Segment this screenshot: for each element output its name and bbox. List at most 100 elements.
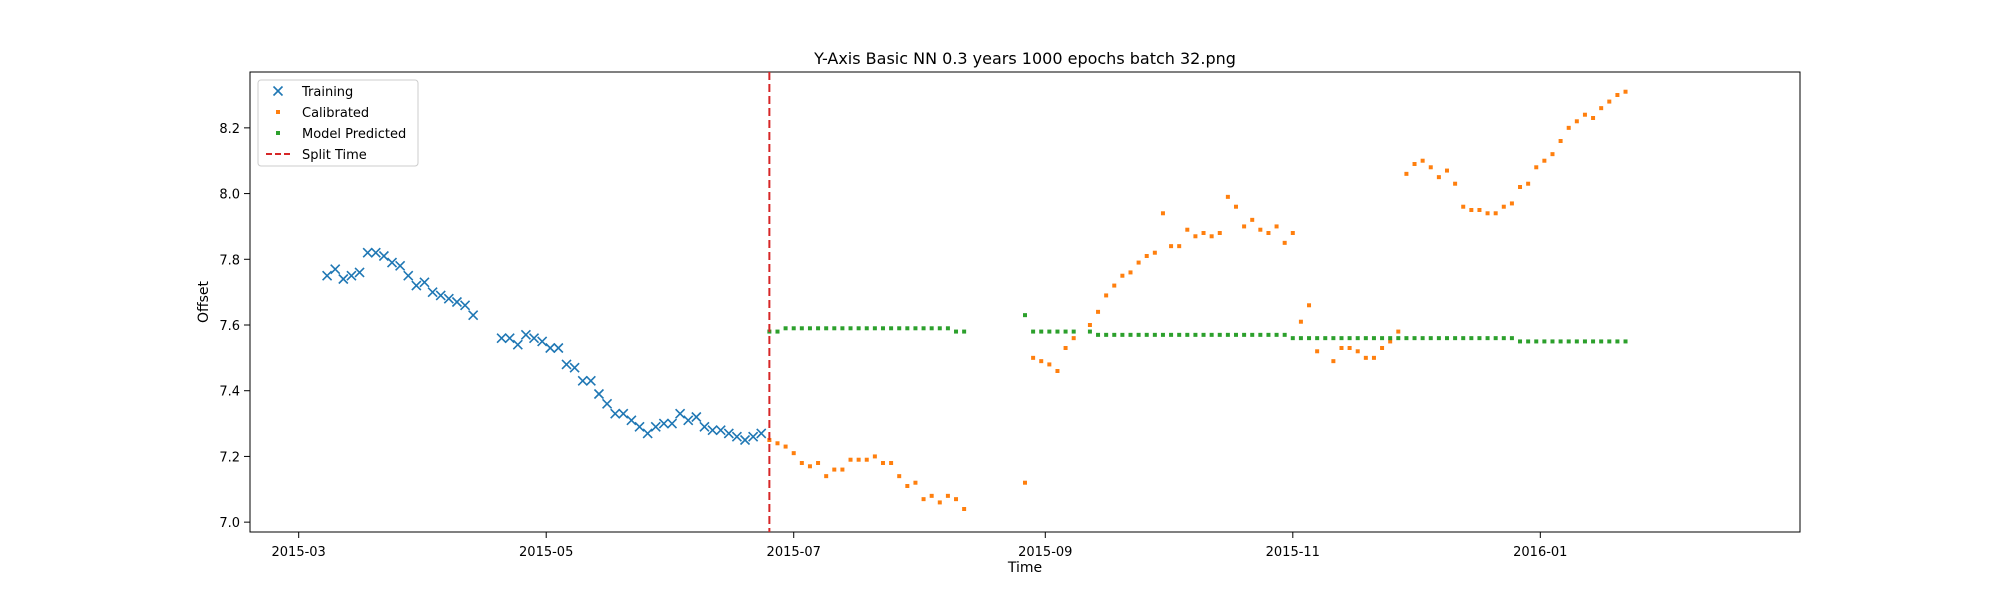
- model-predicted-point: [1347, 336, 1352, 341]
- calibrated-point: [1591, 116, 1596, 120]
- training-point: [756, 428, 767, 439]
- calibrated-point: [1526, 181, 1531, 186]
- model-predicted-point: [1096, 332, 1101, 337]
- model-predicted-point: [1120, 332, 1125, 337]
- model-predicted-point: [1558, 339, 1563, 344]
- model-predicted-point: [1323, 336, 1328, 341]
- calibrated-point: [1380, 346, 1385, 350]
- y-tick-label: 7.2: [219, 450, 240, 465]
- calibrated-point: [1112, 283, 1117, 288]
- training-point: [739, 434, 751, 446]
- training-point: [322, 270, 333, 281]
- model-predicted-point: [1031, 329, 1036, 334]
- calibrated-point: [1396, 329, 1401, 334]
- calibrated-point: [945, 493, 950, 498]
- training-point: [451, 296, 463, 308]
- model-predicted-point: [1055, 329, 1060, 334]
- calibrated-point: [1177, 244, 1182, 249]
- model-predicted-point: [921, 326, 926, 331]
- model-predicted-point: [1509, 336, 1514, 341]
- model-predicted-point: [1469, 336, 1474, 341]
- model-predicted-point: [1169, 332, 1174, 337]
- calibrated-point: [1615, 93, 1620, 97]
- calibrated-point: [1274, 224, 1279, 229]
- model-predicted-point: [1039, 329, 1044, 334]
- training-point: [683, 415, 694, 426]
- y-tick-label: 7.4: [219, 385, 240, 400]
- model-predicted-point: [937, 326, 942, 331]
- model-predicted-point: [1355, 336, 1360, 341]
- training-point: [610, 408, 621, 419]
- model-predicted-point: [1396, 336, 1401, 341]
- training-point: [520, 329, 531, 340]
- model-predicted-point: [1144, 332, 1149, 337]
- calibrated-point: [1217, 231, 1222, 235]
- model-predicted-point: [1444, 336, 1449, 341]
- model-predicted-point: [1566, 339, 1571, 344]
- calibrated-point: [921, 497, 926, 502]
- training-point: [618, 408, 629, 419]
- calibrated-point: [1501, 204, 1506, 209]
- model-predicted-point: [1063, 329, 1068, 334]
- model-predicted-point: [864, 326, 869, 331]
- training-point: [731, 431, 742, 442]
- model-predicted-point: [1071, 329, 1076, 334]
- training-point: [675, 408, 686, 419]
- legend-item-training: Training: [272, 85, 353, 100]
- calibrated-point: [1493, 211, 1498, 216]
- x-tick-label: 2015-09: [1018, 545, 1072, 560]
- series-calibrated: [767, 89, 1628, 511]
- calibrated-point: [767, 438, 772, 442]
- training-point: [545, 342, 556, 354]
- calibrated-point: [1307, 303, 1312, 308]
- model-predicted-point: [913, 326, 918, 331]
- calibrated-point: [1128, 270, 1133, 275]
- model-predicted-point: [1428, 336, 1433, 341]
- training-point: [512, 339, 523, 350]
- legend-label: Split Time: [302, 148, 367, 163]
- x-tick-label: 2015-03: [272, 545, 326, 560]
- calibrated-point: [1266, 231, 1271, 235]
- model-predicted-point: [1461, 336, 1466, 341]
- model-predicted-point: [1371, 336, 1376, 341]
- model-predicted-point: [1436, 336, 1441, 341]
- model-predicted-point: [905, 326, 910, 331]
- model-predicted-point: [1574, 339, 1579, 344]
- legend-marker: [276, 131, 280, 135]
- calibrated-point: [1388, 339, 1393, 344]
- y-tick-label: 7.8: [219, 253, 240, 268]
- model-predicted-point: [1591, 339, 1596, 344]
- y-axis: 7.0 7.2 7.4 7.6 7.8 8.0 8.2: [219, 122, 250, 531]
- calibrated-point: [1331, 359, 1336, 364]
- training-point: [411, 280, 422, 291]
- training-point: [528, 333, 540, 344]
- calibrated-point: [1144, 254, 1149, 258]
- model-predicted-point: [1582, 339, 1587, 344]
- training-point: [370, 247, 381, 258]
- calibrated-point: [1518, 185, 1523, 189]
- training-point: [427, 287, 438, 298]
- training-point: [658, 418, 669, 429]
- calibrated-point: [1047, 362, 1052, 367]
- legend-label: Training: [301, 85, 353, 100]
- calibrated-point: [1461, 204, 1466, 209]
- calibrated-point: [1347, 346, 1352, 350]
- training-point: [593, 388, 605, 400]
- calibrated-point: [807, 464, 812, 469]
- x-tick-label: 2015-05: [519, 545, 573, 560]
- calibrated-point: [954, 497, 959, 502]
- training-point: [338, 273, 349, 285]
- legend: Training Calibrated Model Predicted Split T…: [257, 79, 419, 167]
- model-predicted-point: [1388, 336, 1393, 341]
- calibrated-point: [1558, 139, 1563, 143]
- calibrated-point: [1282, 240, 1287, 245]
- model-predicted-point: [1453, 336, 1458, 341]
- calibrated-point: [1233, 204, 1238, 209]
- calibrated-point: [1290, 231, 1295, 235]
- training-point: [435, 290, 446, 301]
- model-predicted-point: [1550, 339, 1555, 344]
- model-predicted-point: [1087, 329, 1092, 334]
- calibrated-point: [1071, 336, 1076, 341]
- training-point: [330, 264, 341, 275]
- calibrated-point: [791, 451, 796, 456]
